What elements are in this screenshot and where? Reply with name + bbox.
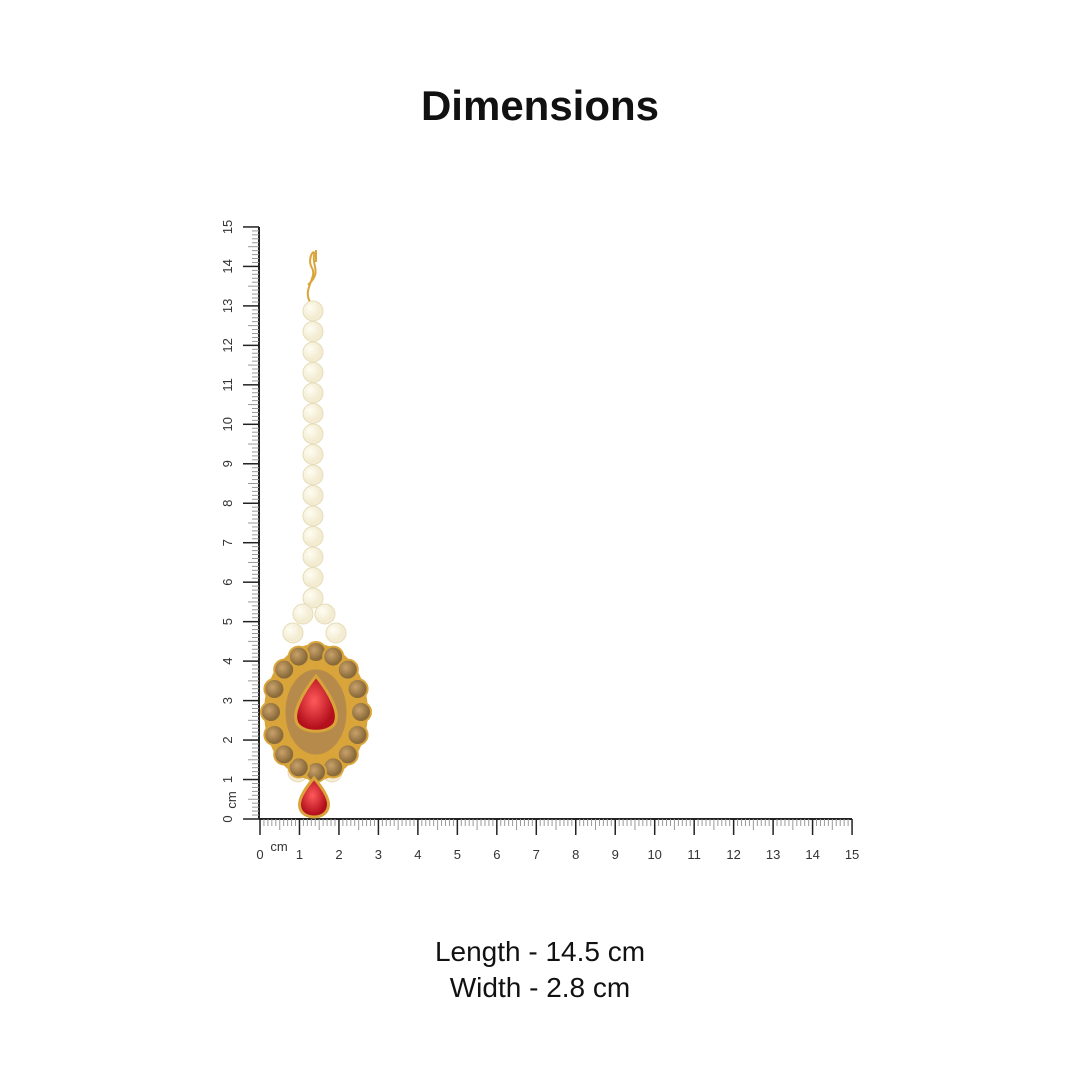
ruler-tick-label: 3 <box>220 697 235 704</box>
ruler-tick-label: 6 <box>220 579 235 586</box>
pearl <box>292 603 314 625</box>
ruler-unit-label: cm <box>224 791 239 808</box>
ruler-tick-label: 1 <box>296 847 303 862</box>
brown-stone <box>346 678 369 701</box>
ruler-tick-label: 12 <box>220 338 235 352</box>
hook-icon <box>306 250 317 306</box>
ruler-tick-label: 10 <box>647 847 661 862</box>
brown-stone <box>287 645 310 668</box>
brown-stone <box>287 756 310 779</box>
red-teardrop-stone <box>294 673 338 733</box>
ruler-tick-label: 4 <box>414 847 421 862</box>
brown-stone <box>336 743 359 766</box>
ruler-tick-label: 1 <box>220 776 235 783</box>
pearl <box>302 341 324 363</box>
ruler-unit-label: cm <box>270 839 287 854</box>
pearl <box>325 622 347 644</box>
pearl <box>302 485 324 506</box>
ruler-tick-label: 4 <box>220 658 235 665</box>
pearl <box>302 300 324 322</box>
ruler-tick-label: 7 <box>533 847 540 862</box>
ruler-tick-label: 14 <box>220 259 235 273</box>
pearl <box>302 505 324 527</box>
ruler-tick-label: 13 <box>766 847 780 862</box>
pearl <box>302 444 324 465</box>
brown-stone <box>273 743 296 766</box>
pearl <box>302 382 324 404</box>
ruler-tick-label: 8 <box>572 847 579 862</box>
ruler-tick-label: 15 <box>845 847 859 862</box>
pearl <box>302 362 324 383</box>
ruler-tick-label: 7 <box>220 539 235 546</box>
brown-stone <box>322 645 345 668</box>
pearl <box>302 526 324 547</box>
ruler-tick-label: 9 <box>612 847 619 862</box>
ruler-tick-label: 8 <box>220 500 235 507</box>
pearl <box>314 603 336 625</box>
red-drop-stone <box>298 775 330 819</box>
ruler-tick-label: 14 <box>805 847 819 862</box>
pearl <box>302 567 324 588</box>
ruler-tick-label: 10 <box>220 417 235 431</box>
ruler-tick-label: 6 <box>493 847 500 862</box>
ruler-tick-label: 5 <box>454 847 461 862</box>
ruler-tick-label: 5 <box>220 618 235 625</box>
brown-stone <box>260 701 282 723</box>
brown-stone <box>273 658 296 681</box>
ruler-tick-label: 11 <box>220 378 235 392</box>
ruler-tick-label: 2 <box>335 847 342 862</box>
pearl <box>302 423 324 445</box>
pearl <box>302 321 324 342</box>
ruler-tick-label: 3 <box>375 847 382 862</box>
brown-stone <box>263 678 286 701</box>
pearl <box>302 587 324 609</box>
brown-stone <box>336 658 359 681</box>
ruler-tick-label: 13 <box>220 299 235 313</box>
pearl <box>302 464 324 486</box>
length-measurement: Length - 14.5 cm <box>434 936 646 967</box>
ruler-tick-label: 9 <box>220 460 235 467</box>
ruler-tick-label: 15 <box>220 220 235 234</box>
ruler-tick-label: 12 <box>726 847 740 862</box>
maang-tikka-product-image <box>260 250 372 819</box>
brown-stone <box>346 723 369 746</box>
ruler-tick-label: 0 <box>256 847 263 862</box>
ruler-tick-label: 11 <box>687 847 701 862</box>
ruler-tick-label: 0 <box>220 815 235 822</box>
pearl <box>302 546 324 568</box>
pearl <box>282 622 304 644</box>
brown-stone <box>350 701 372 723</box>
page-title: Dimensions <box>420 82 660 129</box>
ruler-tick-label: 2 <box>220 736 235 743</box>
width-measurement: Width - 2.8 cm <box>449 972 631 1003</box>
pearl <box>302 403 324 424</box>
brown-stone <box>263 723 286 746</box>
